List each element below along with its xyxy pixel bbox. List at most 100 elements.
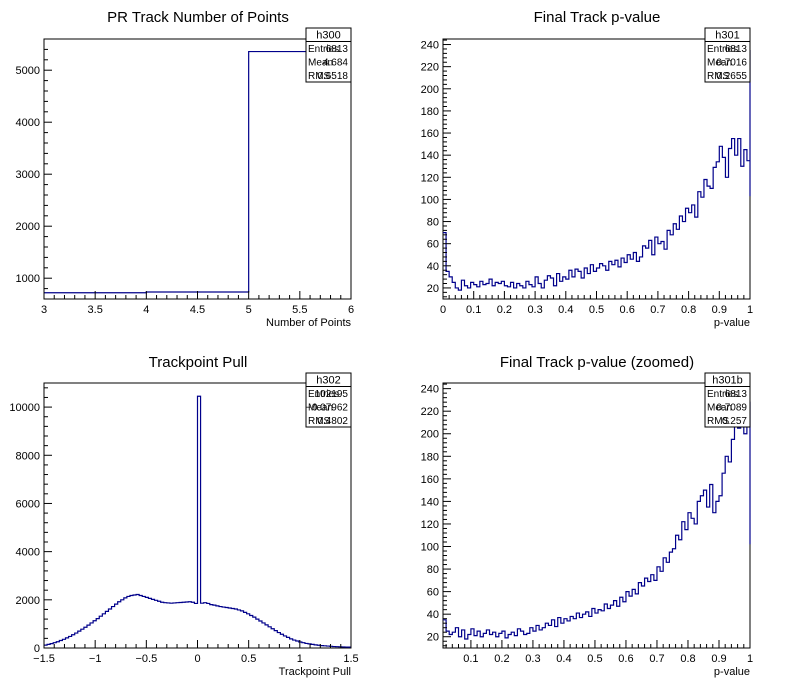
y-tick-label: 80 [427, 217, 439, 229]
x-tick-label: 0.3 [525, 653, 540, 665]
y-tick-label: 6000 [16, 498, 40, 510]
y-tick-label: 8000 [16, 450, 40, 462]
y-tick-label: 60 [427, 587, 439, 599]
stats-row-value: 0.2655 [716, 71, 747, 82]
y-tick-label: 2000 [16, 595, 40, 607]
x-tick-label: 1 [747, 653, 753, 665]
x-tick-label: 0.7 [650, 304, 665, 316]
y-tick-label: 5000 [16, 65, 40, 77]
stats-row-label: Mean [707, 403, 732, 414]
x-tick-label: 0.1 [466, 304, 481, 316]
y-tick-label: 10000 [9, 402, 40, 414]
y-tick-label: 160 [421, 128, 439, 140]
stats-row-value: −0.07962 [306, 403, 348, 414]
y-tick-label: 220 [421, 406, 439, 418]
x-axis-label: p-value [714, 666, 750, 678]
y-tick-label: 200 [421, 84, 439, 96]
x-tick-label: 6 [348, 304, 354, 316]
stats-row-value: 102195 [315, 389, 349, 400]
x-tick-label: 0.6 [618, 653, 633, 665]
y-tick-label: 0 [34, 643, 40, 655]
chart-title: Trackpoint Pull [149, 354, 248, 371]
stats-box-frame [704, 27, 751, 83]
x-tick-label: 0 [194, 653, 200, 665]
histogram-pad-h301b: Final Track p-value (zoomed) 0.1 0.2 0.3 0.4… [421, 354, 753, 678]
histogram-line [443, 399, 751, 640]
y-tick-label: 3000 [16, 169, 40, 181]
y-tick-label: 180 [421, 106, 439, 118]
x-tick-label: −1.5 [33, 653, 55, 665]
y-tick-label: 1000 [16, 273, 40, 285]
y-tick-label: 120 [421, 519, 439, 531]
stats-box-name: h302 [316, 375, 340, 387]
stats-row-label: RMS [308, 416, 331, 427]
y-tick-label: 60 [427, 239, 439, 251]
stats-row-label: Entries [308, 389, 339, 400]
stats-row-value: 6813 [725, 44, 748, 55]
x-tick-label: 3.5 [88, 304, 103, 316]
histogram-pad-h301: Final Track p-value 0 0.1 0.2 0.3 0.4 0.5 0.6 0.… [421, 9, 753, 329]
stats-row-label: Entries [707, 44, 738, 55]
y-tick-label: 140 [421, 150, 439, 162]
stats-row-label: Entries [707, 389, 738, 400]
y-tick-label: 100 [421, 542, 439, 554]
y-tick-label: 20 [427, 632, 439, 644]
y-tick-label: 120 [421, 172, 439, 184]
stats-row-label: RMS [308, 71, 331, 82]
x-tick-label: 0.2 [497, 304, 512, 316]
x-tick-label: 0.2 [494, 653, 509, 665]
x-tick-label: 0.5 [241, 653, 256, 665]
x-tick-label: 0.5 [589, 304, 604, 316]
y-tick-label: 4000 [16, 117, 40, 129]
x-axis-label: Trackpoint Pull [279, 666, 351, 678]
x-tick-label: 1 [747, 304, 753, 316]
x-tick-label: 0.7 [649, 653, 664, 665]
x-tick-label: 4.5 [190, 304, 205, 316]
x-tick-label: −0.5 [135, 653, 157, 665]
stats-row-value: 6813 [725, 389, 748, 400]
x-tick-label: 0.5 [587, 653, 602, 665]
x-tick-label: 1 [297, 653, 303, 665]
y-tick-label: 140 [421, 496, 439, 508]
y-tick-label: 160 [421, 474, 439, 486]
x-tick-label: 0 [440, 304, 446, 316]
x-tick-label: 0.6 [620, 304, 635, 316]
y-tick-label: 180 [421, 451, 439, 463]
stats-row-value: 0.257 [722, 416, 747, 427]
stats-row-label: Entries [308, 44, 339, 55]
stats-box-name: h301 [715, 30, 739, 42]
stats-row-value: 6813 [326, 44, 349, 55]
y-tick-label: 200 [421, 429, 439, 441]
stats-row-label: Mean [308, 58, 333, 69]
x-tick-label: 0.3 [527, 304, 542, 316]
x-tick-label: −1 [89, 653, 102, 665]
stats-box-name: h300 [316, 30, 340, 42]
x-tick-label: 0.4 [558, 304, 573, 316]
x-tick-label: 0.8 [680, 653, 695, 665]
y-tick-label: 40 [427, 261, 439, 273]
stats-box-frame [305, 27, 352, 83]
stats-row-value: 0.4802 [317, 416, 348, 427]
stats-row-value: 0.7089 [716, 403, 747, 414]
histogram-pad-h302: Trackpoint Pull −1.5 −1 −0.5 0 0.5 1 1.5 0 2000 40… [9, 354, 358, 678]
y-tick-label: 40 [427, 609, 439, 621]
stats-row-value: 0.6518 [317, 71, 348, 82]
x-tick-label: 0.9 [712, 304, 727, 316]
stats-row-label: RMS [707, 71, 730, 82]
x-tick-label: 0.4 [556, 653, 571, 665]
histogram-line [443, 50, 751, 291]
stats-row-label: Mean [308, 403, 333, 414]
x-tick-label: 0.8 [681, 304, 696, 316]
x-tick-label: 0.9 [711, 653, 726, 665]
histogram-pad-h300: PR Track Number of Points 3 3.5 4 4.5 5 5.5 6 10… [16, 9, 355, 329]
chart-title: Final Track p-value (zoomed) [500, 354, 694, 371]
x-tick-label: 5 [246, 304, 252, 316]
y-tick-label: 220 [421, 62, 439, 74]
y-tick-label: 100 [421, 194, 439, 206]
